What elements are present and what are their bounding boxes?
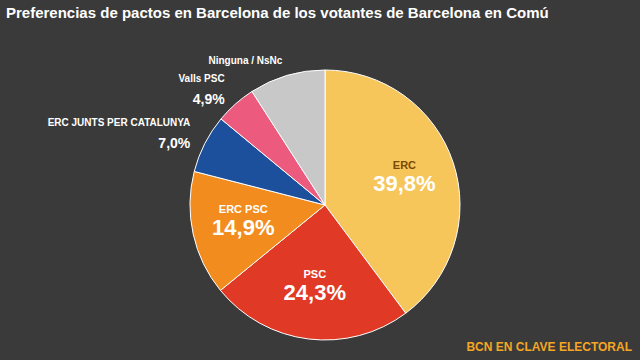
html-text:BCN EN CLAVE ELECTORAL: BCN EN CLAVE ELECTORAL [466, 340, 632, 354]
svg-text:39,8%: 39,8% [373, 171, 435, 196]
svg-text:PSC: PSC [303, 268, 326, 280]
svg-text:Ninguna / NsNc: Ninguna / NsNc [208, 55, 282, 66]
svg-text:14,9%: 14,9% [212, 215, 274, 240]
svg-text:ERC: ERC [393, 159, 416, 171]
svg-text:4,9%: 4,9% [193, 91, 225, 107]
svg-text:Valls PSC: Valls PSC [179, 73, 225, 84]
svg-text:ERC JUNTS PER CATALUNYA: ERC JUNTS PER CATALUNYA [48, 117, 191, 128]
svg-text:7,0%: 7,0% [158, 135, 190, 151]
html-text:Preferencias de pactos en Barc: Preferencias de pactos en Barcelona de l… [6, 4, 549, 21]
svg-text:24,3%: 24,3% [284, 280, 346, 305]
svg-text:ERC PSC: ERC PSC [219, 203, 268, 215]
